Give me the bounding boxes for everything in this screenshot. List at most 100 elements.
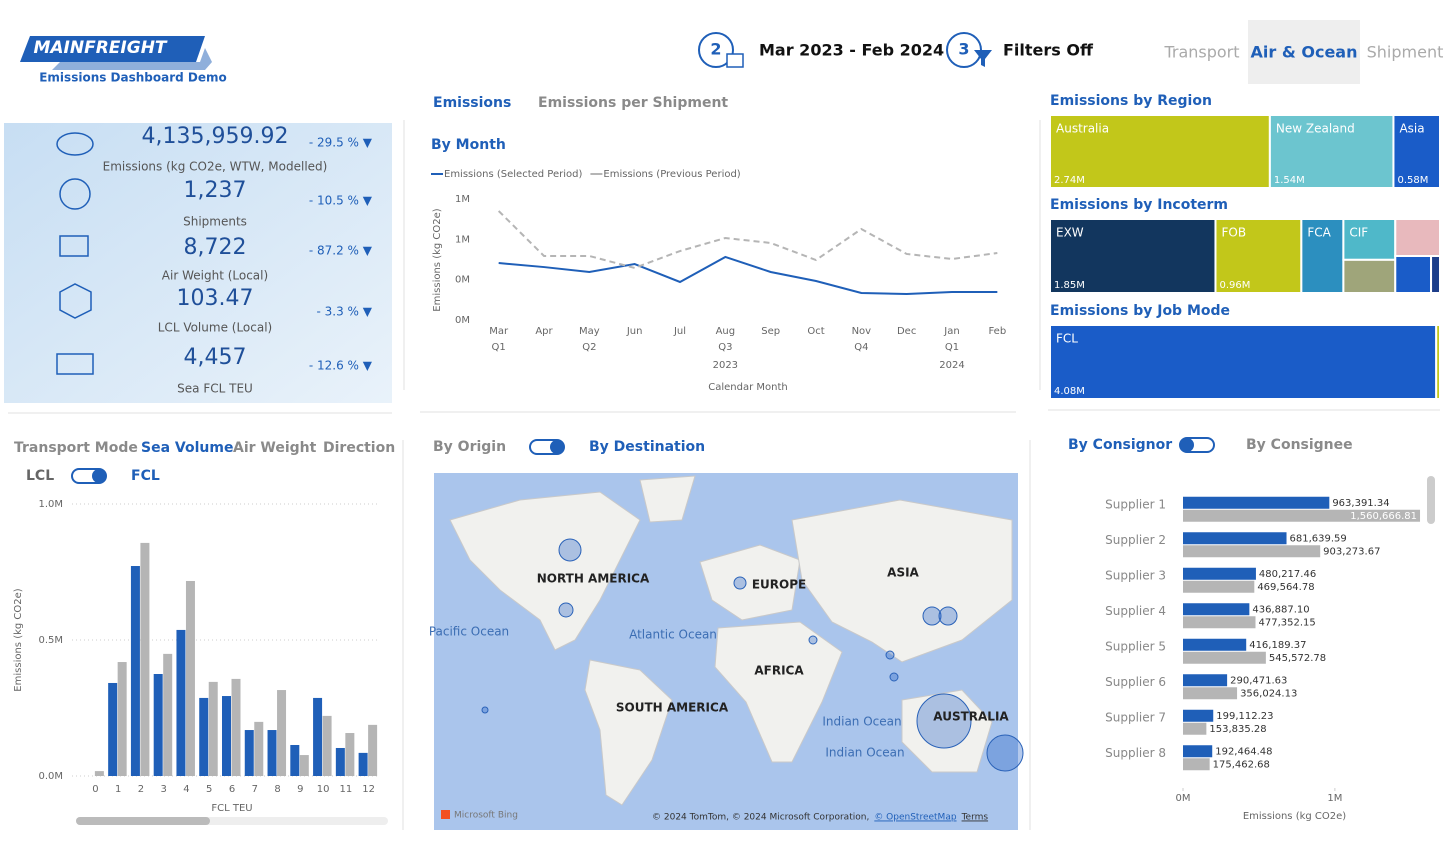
bubble bbox=[885, 650, 895, 660]
tab[interactable]: Emissions bbox=[433, 95, 511, 111]
bar bbox=[1183, 580, 1255, 593]
toggles[interactable] bbox=[71, 437, 1215, 484]
tab[interactable]: Direction bbox=[323, 440, 395, 456]
x-tick-label: 9 bbox=[297, 784, 303, 795]
bar bbox=[267, 730, 277, 776]
bar bbox=[231, 678, 241, 776]
period: Mar 2023 - Feb 2024 bbox=[759, 41, 944, 60]
line-series bbox=[497, 210, 998, 270]
cell-label: FOB bbox=[1221, 226, 1246, 240]
tab[interactable]: Transport Mode bbox=[14, 440, 138, 456]
nav-tab[interactable]: Shipment bbox=[1367, 43, 1444, 62]
kpi-panel bbox=[4, 123, 392, 403]
data-label: 192,464.48 bbox=[1215, 746, 1272, 757]
subtitle: Emissions Dashboard Demo bbox=[39, 71, 227, 85]
y-tick-label: 1.0M bbox=[38, 499, 63, 510]
calendar-icon bbox=[726, 53, 744, 68]
step-number: 3 bbox=[958, 40, 969, 59]
x-tick-label: Jan bbox=[943, 326, 959, 337]
legend-label: Emissions (Selected Period) bbox=[444, 169, 582, 180]
map-label: Indian Ocean bbox=[825, 746, 904, 760]
toggle-label[interactable]: By Origin bbox=[433, 439, 506, 455]
kpi-label: Shipments bbox=[183, 215, 247, 229]
treemap-cell bbox=[1392, 114, 1441, 189]
y-axis-label: Emissions (kg CO2e) bbox=[432, 208, 443, 311]
step-icon bbox=[698, 32, 734, 68]
bar bbox=[290, 744, 300, 776]
scrollbar[interactable] bbox=[1427, 476, 1435, 524]
x-tick-label: 1 bbox=[115, 784, 121, 795]
y-tick-label: 0.5M bbox=[38, 635, 63, 646]
bubble bbox=[558, 538, 582, 562]
data-label: 2.74M bbox=[1054, 175, 1085, 186]
tab[interactable]: Emissions per Shipment bbox=[538, 95, 728, 111]
separators bbox=[8, 120, 1440, 830]
attribution-link[interactable]: © OpenStreetMap bbox=[874, 813, 957, 823]
x-tick-label: 4 bbox=[183, 784, 189, 795]
bubble bbox=[733, 576, 747, 590]
tab[interactable]: Air Weight bbox=[233, 440, 317, 456]
filters-status[interactable]: Filters Off bbox=[1003, 41, 1094, 60]
map-label: EUROPE bbox=[752, 578, 806, 592]
map-label: ASIA bbox=[887, 566, 919, 580]
cell-label: EXW bbox=[1056, 226, 1084, 240]
y-tick-label: 1M bbox=[455, 234, 470, 245]
filter-icon bbox=[974, 50, 992, 67]
chart-title: By Month bbox=[431, 137, 506, 153]
y-tick-label: Supplier 1 bbox=[1105, 497, 1166, 511]
treemap-cell bbox=[1342, 218, 1397, 261]
tab[interactable]: Sea Volume bbox=[141, 440, 233, 456]
scrollbar[interactable] bbox=[76, 817, 210, 825]
y-tick-label: Supplier 2 bbox=[1105, 533, 1166, 547]
cell-label: FCA bbox=[1307, 226, 1331, 240]
data-label: 416,189.37 bbox=[1249, 640, 1306, 651]
toggle-label[interactable]: By Consignee bbox=[1246, 437, 1353, 453]
x-tick-label: Aug bbox=[716, 326, 736, 337]
land bbox=[639, 475, 696, 523]
y-tick-label: Supplier 4 bbox=[1105, 604, 1166, 618]
bar bbox=[1183, 603, 1250, 616]
toggle-label[interactable]: LCL bbox=[26, 468, 54, 484]
bar bbox=[1183, 509, 1421, 522]
bar bbox=[108, 682, 118, 776]
land bbox=[449, 491, 641, 651]
y-tick-label: 0M bbox=[455, 275, 470, 286]
bar bbox=[1183, 616, 1256, 629]
x-tick-label: 11 bbox=[339, 784, 352, 795]
data-label: 199,112.23 bbox=[1216, 711, 1273, 722]
bar bbox=[1183, 638, 1247, 651]
bar bbox=[94, 771, 104, 776]
treemap-cell bbox=[1049, 114, 1271, 189]
attribution-link[interactable]: Terms bbox=[961, 813, 989, 823]
line-series bbox=[498, 255, 998, 295]
bubble bbox=[808, 635, 818, 645]
bar bbox=[1183, 722, 1207, 735]
x-tick-label: Dec bbox=[897, 326, 916, 337]
bar bbox=[176, 629, 186, 776]
data-label: 963,391.34 bbox=[1332, 498, 1389, 509]
kpi-icons bbox=[56, 132, 94, 375]
y-tick-label: Supplier 7 bbox=[1105, 710, 1166, 724]
land bbox=[901, 689, 993, 773]
nav-tab[interactable]: Transport bbox=[1163, 43, 1239, 62]
toggle-label[interactable]: By Consignor bbox=[1068, 437, 1172, 453]
bar bbox=[1183, 758, 1210, 771]
treemap-cell bbox=[1214, 218, 1303, 294]
treemap-cell bbox=[1049, 324, 1438, 400]
data-label: 469,564.78 bbox=[1257, 582, 1314, 593]
toggle-label[interactable]: FCL bbox=[131, 468, 160, 484]
x-axis-label: Emissions (kg CO2e) bbox=[1243, 811, 1346, 822]
x-tick-label: 2 bbox=[138, 784, 144, 795]
bubble bbox=[986, 734, 1024, 772]
bar bbox=[244, 730, 254, 776]
x-tick-label: Jun bbox=[626, 326, 643, 337]
bar bbox=[1183, 651, 1266, 664]
nav-tab[interactable]: Air & Ocean bbox=[1251, 43, 1358, 62]
toggle-label[interactable]: By Destination bbox=[589, 439, 705, 455]
bar bbox=[163, 653, 173, 776]
bar bbox=[208, 681, 218, 776]
icon-globe bbox=[59, 178, 91, 210]
bar bbox=[153, 674, 163, 776]
y-tick-label: Supplier 8 bbox=[1105, 746, 1166, 760]
